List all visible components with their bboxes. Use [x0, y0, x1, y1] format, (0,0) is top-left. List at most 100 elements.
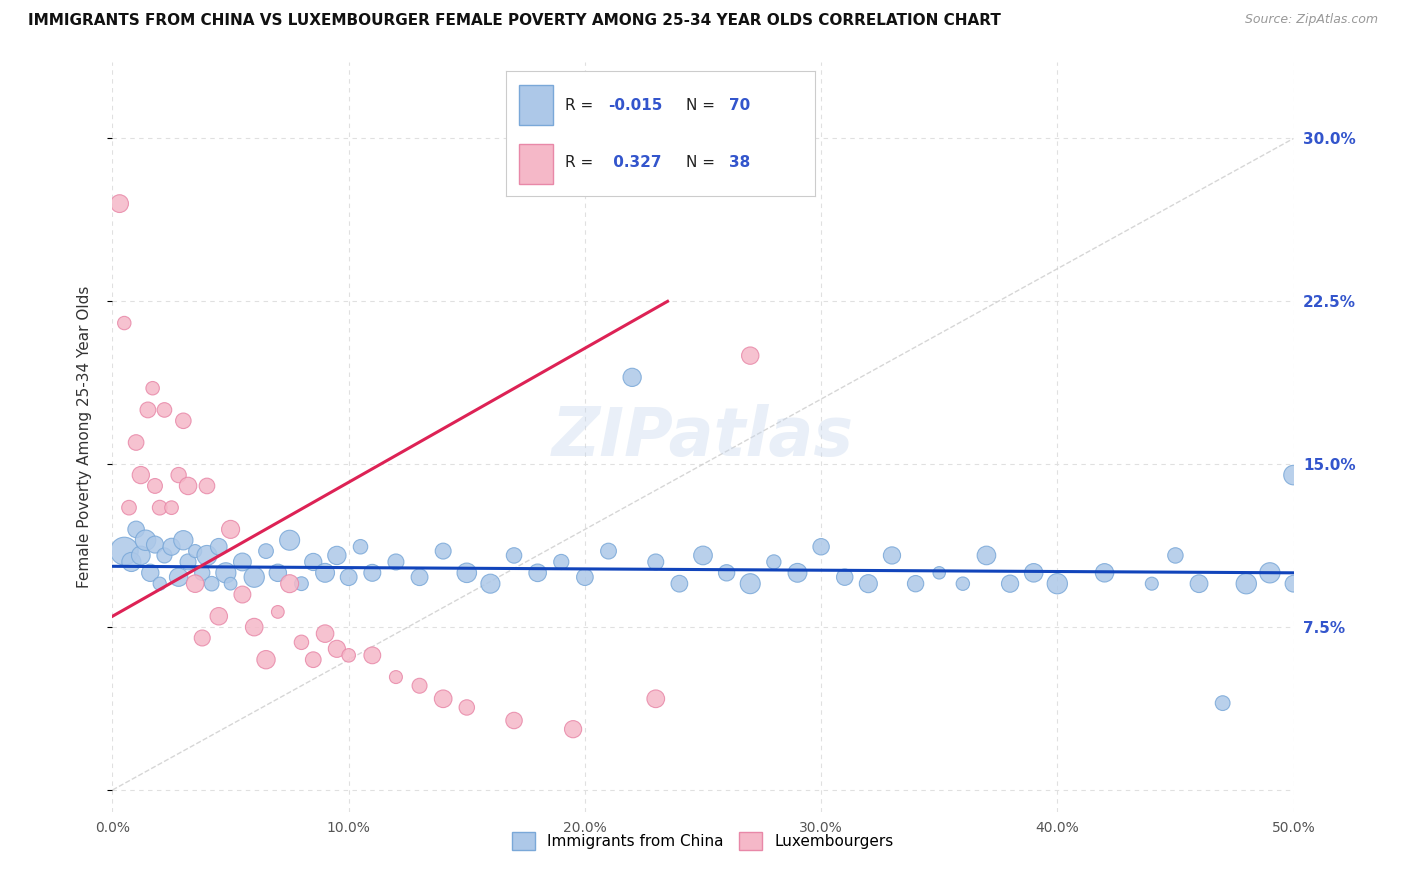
- Point: [172, 414, 194, 428]
- Point: [503, 714, 526, 728]
- Point: [880, 549, 903, 563]
- Point: [762, 555, 785, 569]
- Point: [456, 700, 478, 714]
- Point: [1188, 576, 1211, 591]
- Point: [644, 555, 666, 569]
- Point: [177, 479, 200, 493]
- Point: [167, 468, 190, 483]
- Point: [278, 533, 301, 548]
- Point: [998, 576, 1021, 591]
- Point: [337, 648, 360, 663]
- Point: [290, 576, 312, 591]
- Point: [1212, 696, 1234, 710]
- Point: [740, 349, 762, 363]
- FancyBboxPatch shape: [519, 85, 553, 125]
- Point: [337, 570, 360, 584]
- Point: [135, 533, 157, 548]
- Point: [432, 544, 454, 558]
- Point: [136, 403, 159, 417]
- Legend: Immigrants from China, Luxembourgers: Immigrants from China, Luxembourgers: [506, 826, 900, 856]
- Point: [928, 566, 950, 580]
- Point: [201, 576, 224, 591]
- Text: N =: N =: [686, 155, 714, 170]
- Text: 70: 70: [728, 97, 751, 112]
- Point: [149, 500, 172, 515]
- Point: [740, 576, 762, 591]
- Point: [385, 555, 408, 569]
- Point: [598, 544, 620, 558]
- Point: [195, 479, 218, 493]
- Point: [243, 570, 266, 584]
- Text: R =: R =: [565, 155, 593, 170]
- Point: [716, 566, 738, 580]
- Text: R =: R =: [565, 97, 593, 112]
- Point: [314, 566, 336, 580]
- Point: [1022, 566, 1045, 580]
- Point: [479, 576, 502, 591]
- Point: [1234, 576, 1257, 591]
- Point: [290, 635, 312, 649]
- Point: [456, 566, 478, 580]
- Point: [153, 403, 176, 417]
- Point: [644, 691, 666, 706]
- Point: [208, 609, 231, 624]
- Text: 0.327: 0.327: [609, 155, 662, 170]
- Point: [952, 576, 974, 591]
- Text: N =: N =: [686, 97, 714, 112]
- Point: [215, 566, 238, 580]
- Point: [184, 576, 207, 591]
- Y-axis label: Female Poverty Among 25-34 Year Olds: Female Poverty Among 25-34 Year Olds: [77, 286, 91, 588]
- Point: [184, 544, 207, 558]
- Point: [191, 566, 214, 580]
- Point: [118, 500, 141, 515]
- Point: [153, 549, 176, 563]
- Point: [1046, 576, 1069, 591]
- Point: [172, 533, 194, 548]
- Point: [1282, 576, 1305, 591]
- Point: [408, 570, 430, 584]
- Point: [526, 566, 548, 580]
- Text: 38: 38: [728, 155, 751, 170]
- Point: [834, 570, 856, 584]
- Point: [385, 670, 408, 684]
- Point: [160, 500, 183, 515]
- Point: [108, 196, 131, 211]
- Point: [503, 549, 526, 563]
- Text: IMMIGRANTS FROM CHINA VS LUXEMBOURGER FEMALE POVERTY AMONG 25-34 YEAR OLDS CORRE: IMMIGRANTS FROM CHINA VS LUXEMBOURGER FE…: [28, 13, 1001, 29]
- Point: [142, 381, 165, 395]
- Point: [1094, 566, 1116, 580]
- Point: [976, 549, 998, 563]
- Point: [160, 540, 183, 554]
- Point: [120, 555, 142, 569]
- Point: [219, 522, 242, 536]
- Point: [810, 540, 832, 554]
- Point: [408, 679, 430, 693]
- FancyBboxPatch shape: [519, 144, 553, 184]
- Point: [858, 576, 880, 591]
- Point: [149, 576, 172, 591]
- Point: [574, 570, 596, 584]
- Point: [349, 540, 371, 554]
- Point: [139, 566, 162, 580]
- Point: [129, 549, 152, 563]
- Point: [219, 576, 242, 591]
- Point: [302, 555, 325, 569]
- Point: [254, 544, 277, 558]
- Point: [143, 538, 166, 552]
- Point: [1282, 468, 1305, 483]
- Point: [195, 549, 218, 563]
- Point: [231, 588, 253, 602]
- Text: ZIPatlas: ZIPatlas: [553, 404, 853, 470]
- Point: [361, 648, 384, 663]
- Point: [191, 631, 214, 645]
- Point: [302, 653, 325, 667]
- Point: [208, 540, 231, 554]
- Point: [243, 620, 266, 634]
- Point: [1258, 566, 1281, 580]
- Point: [267, 605, 290, 619]
- Point: [167, 570, 190, 584]
- Point: [278, 576, 301, 591]
- Point: [550, 555, 572, 569]
- Point: [1140, 576, 1163, 591]
- Text: -0.015: -0.015: [609, 97, 662, 112]
